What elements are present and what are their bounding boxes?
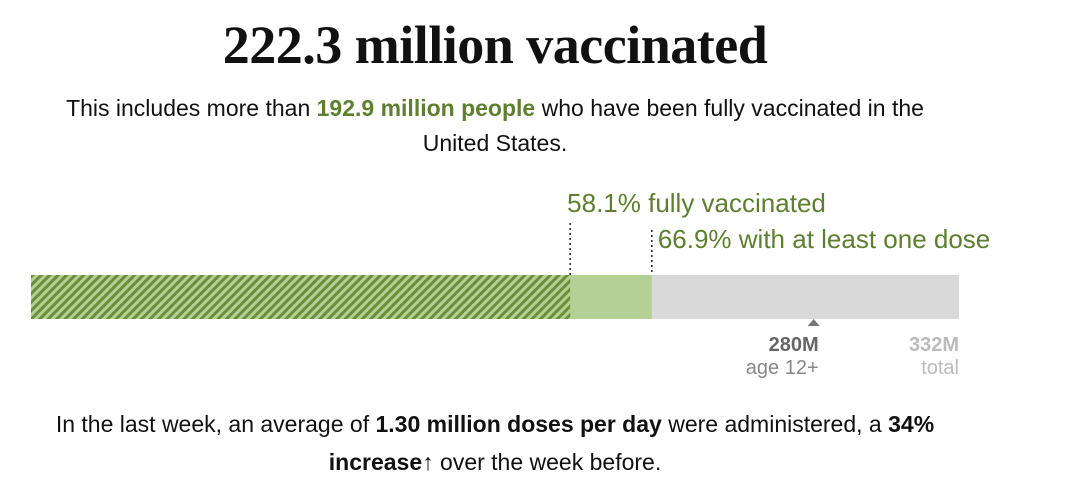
subline-suffix: who have been fully vaccinated in the Un… xyxy=(422,95,924,156)
footer-summary: In the last week, an average of 1.30 mil… xyxy=(30,405,960,481)
footer-increase: 34% increase xyxy=(328,411,935,475)
up-arrow-icon: ↑ xyxy=(422,449,434,475)
subline-highlight: 192.9 million people xyxy=(316,95,536,121)
marker-sublabel: age 12+ xyxy=(746,357,819,379)
footer-part3: over the week before. xyxy=(433,449,662,475)
bar-segment-fully-vaccinated xyxy=(31,275,571,319)
headline: 222.3 million vaccinated xyxy=(222,15,768,75)
total-label: 332M xyxy=(909,334,959,356)
marker-label: 280M xyxy=(769,334,819,356)
marker-triangle-icon xyxy=(807,319,820,326)
footer-part1: In the last week, an average of xyxy=(55,411,376,437)
subline: This includes more than 192.9 million pe… xyxy=(30,91,960,161)
total-sublabel: total xyxy=(921,357,959,379)
vaccination-bar-chart: 58.1% fully vaccinated 66.9% with at leas… xyxy=(31,188,990,379)
annotation-label-fully: 58.1% fully vaccinated xyxy=(567,188,826,218)
subline-prefix: This includes more than xyxy=(66,95,317,121)
footer-doses-per-day: 1.30 million doses per day xyxy=(375,411,662,437)
annotation-label-one-dose: 66.9% with at least one dose xyxy=(658,224,990,254)
footer-part2: were administered, a xyxy=(661,411,889,437)
